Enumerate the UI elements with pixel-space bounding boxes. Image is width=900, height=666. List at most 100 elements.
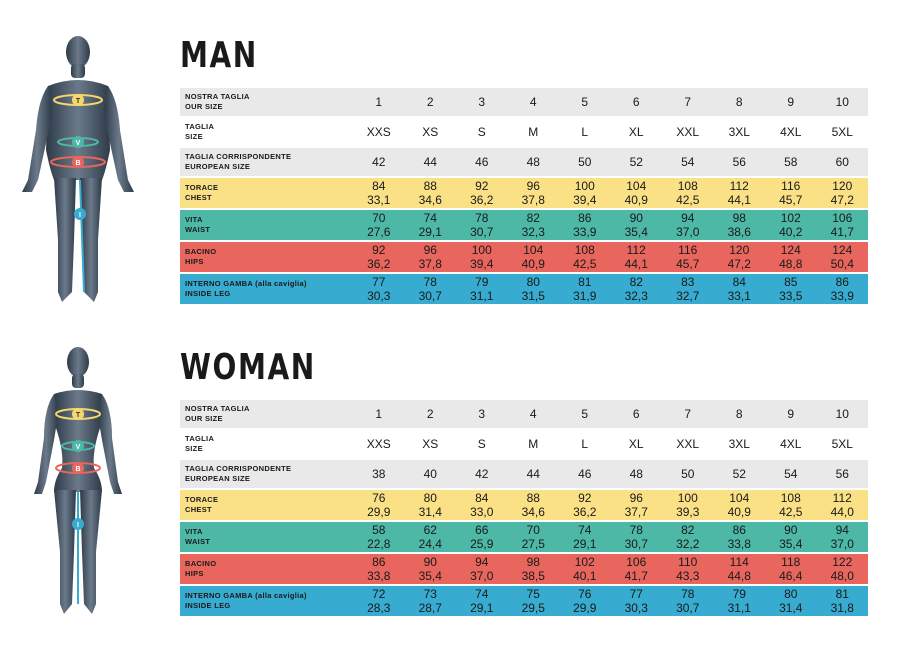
value-inch: 36,2	[573, 505, 597, 519]
value-cm: 84	[732, 275, 746, 289]
row-label: TAGLIA CORRISPONDENTE EUROPEAN SIZE	[180, 148, 353, 176]
label-italian: VITA	[185, 526, 203, 536]
measurement-cell: 75 29,5	[507, 586, 559, 616]
measurement-cell: 82 32,2	[662, 522, 714, 552]
measurement-cell: 62 24,4	[404, 522, 456, 552]
value-inch: 33,9	[830, 289, 854, 303]
row-label: TAGLIA SIZE	[180, 430, 353, 458]
value-inch: 44,1	[624, 257, 648, 271]
measurement-cell: 124 48,8	[765, 242, 817, 272]
value-cm: 84	[372, 179, 386, 193]
value-cm: 86	[732, 523, 746, 537]
measurement-cell: 78 30,7	[610, 522, 662, 552]
value-inch: 32,3	[521, 225, 545, 239]
label-italian: VITA	[185, 214, 203, 224]
value-inch: 40,9	[521, 257, 545, 271]
value-inch: 32,2	[676, 537, 700, 551]
value-cm: 108	[677, 179, 698, 193]
measurement-cell: 96 37,7	[610, 490, 662, 520]
marker-t: T	[76, 98, 81, 105]
label-english: WAIST	[185, 225, 211, 234]
value-cm: 74	[423, 211, 437, 225]
marker-i: I	[77, 522, 79, 529]
value-inch: 46,4	[779, 569, 803, 583]
measurement-cell: 98 38,5	[507, 554, 559, 584]
value-cm: 88	[423, 179, 437, 193]
measurement-cell: 112 44,1	[713, 178, 765, 208]
label-italian: TAGLIA CORRISPONDENTE	[185, 463, 292, 473]
value-cm: 79	[732, 587, 746, 601]
measurement-cell: 78 30,7	[662, 586, 714, 616]
marker-v: V	[76, 140, 81, 147]
value-inch: 33,1	[727, 289, 751, 303]
size-cell: XL	[610, 430, 662, 458]
measurement-cell: 76 29,9	[353, 490, 405, 520]
row-gap	[180, 116, 868, 118]
value-cm: 120	[832, 179, 853, 193]
measurement-cell: 104 40,9	[713, 490, 765, 520]
measurement-cell: 90 35,4	[404, 554, 456, 584]
measurement-cell: 112 44,1	[610, 242, 662, 272]
measurement-cell: 82 32,3	[507, 210, 559, 240]
measurement-cell: 88 34,6	[507, 490, 559, 520]
label-english: CHEST	[185, 193, 212, 202]
size-cell: 10	[816, 400, 868, 428]
value-inch: 33,0	[470, 505, 494, 519]
row-label: TORACE CHEST	[180, 178, 353, 208]
size-cell: 38	[353, 460, 405, 488]
value-cm: 90	[629, 211, 643, 225]
measurement-cell: 58 22,8	[353, 522, 405, 552]
row-label: NOSTRA TAGLIA OUR SIZE	[180, 400, 353, 428]
size-cell: L	[559, 430, 611, 458]
measurement-cell: 90 35,4	[765, 522, 817, 552]
size-cell: 4XL	[765, 118, 817, 146]
value-inch: 34,6	[418, 193, 442, 207]
value-inch: 45,7	[779, 193, 803, 207]
measurement-cell: 88 34,6	[404, 178, 456, 208]
size-cell: 10	[816, 88, 868, 116]
value-inch: 38,5	[521, 569, 545, 583]
size-cell: 46	[456, 148, 508, 176]
value-inch: 40,9	[727, 505, 751, 519]
value-cm: 98	[526, 555, 540, 569]
value-cm: 110	[678, 555, 698, 569]
value-inch: 27,6	[367, 225, 391, 239]
measurement-cell: 70 27,5	[507, 522, 559, 552]
size-cell: 8	[713, 400, 765, 428]
value-inch: 35,4	[418, 569, 442, 583]
row-gap	[180, 428, 868, 430]
measurement-cell: 78 30,7	[456, 210, 508, 240]
value-inch: 29,1	[470, 601, 494, 615]
waist-row: VITA WAIST 70 27,6 74 29,1 78 30,7 82 32,3 86 33,9 9…	[180, 210, 868, 240]
woman-size-table: NOSTRA TAGLIA OUR SIZE 1 2 3 4 5 6 7 8 9 10 TAGLIA SI…	[180, 400, 868, 616]
value-cm: 122	[832, 555, 853, 569]
size-cell: 5XL	[816, 118, 868, 146]
row-label: VITA WAIST	[180, 210, 353, 240]
measurement-cell: 118 46,4	[765, 554, 817, 584]
size-cell: 5	[559, 400, 611, 428]
measurement-cell: 96 37,8	[404, 242, 456, 272]
size-cell: 4	[507, 400, 559, 428]
measurement-cell: 82 32,3	[610, 274, 662, 304]
measurement-cell: 94 37,0	[662, 210, 714, 240]
label-italian: BACINO	[185, 246, 217, 256]
value-inch: 45,7	[676, 257, 700, 271]
marker-v: V	[76, 444, 81, 451]
measurement-cell: 77 30,3	[353, 274, 405, 304]
measurement-cell: 80 31,4	[765, 586, 817, 616]
woman-body-figure-icon: T V B I	[34, 347, 122, 614]
measurement-cell: 108 42,5	[559, 242, 611, 272]
value-inch: 48,0	[830, 569, 854, 583]
value-inch: 25,9	[470, 537, 494, 551]
row-label: VITA WAIST	[180, 522, 353, 552]
value-cm: 82	[681, 523, 695, 537]
value-inch: 31,8	[830, 601, 854, 615]
value-inch: 44,8	[727, 569, 751, 583]
row-label: NOSTRA TAGLIA OUR SIZE	[180, 88, 353, 116]
value-inch: 47,2	[830, 193, 854, 207]
marker-i: I	[79, 212, 81, 219]
label-english: SIZE	[185, 132, 203, 141]
value-cm: 78	[423, 275, 437, 289]
measurement-cell: 104 40,9	[610, 178, 662, 208]
measurement-cell: 72 28,3	[353, 586, 405, 616]
